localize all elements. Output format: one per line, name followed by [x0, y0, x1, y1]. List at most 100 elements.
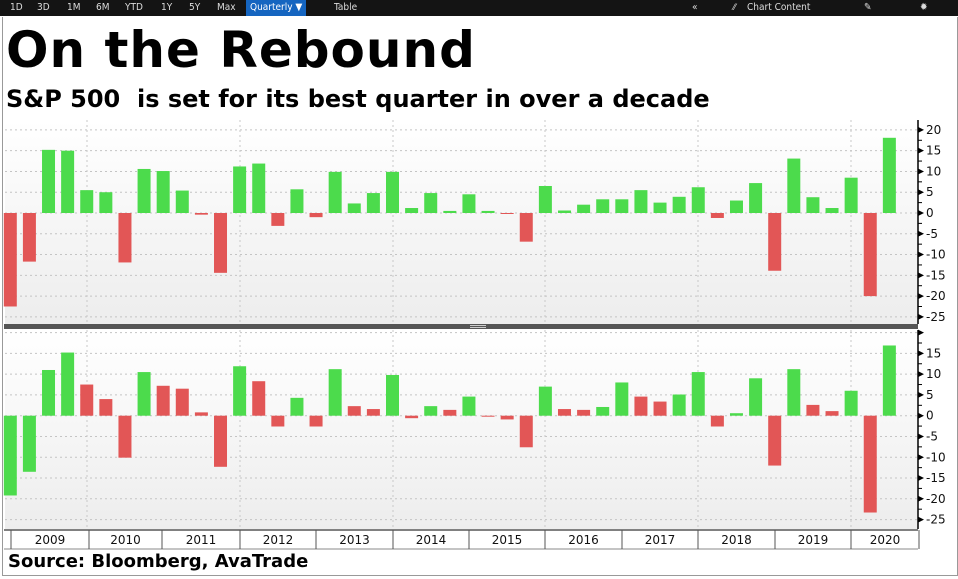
- bar-0-29: [557, 210, 571, 213]
- y-tick-label: -10: [926, 248, 946, 262]
- bar-0-22: [424, 193, 438, 213]
- bar-0-38: [729, 200, 743, 213]
- tick-marker: [918, 168, 924, 175]
- bar-1-12: [233, 366, 247, 416]
- bar-0-36: [691, 187, 705, 213]
- source-note: Source: Bloomberg, AvaTrade: [8, 551, 309, 572]
- bar-1-37: [710, 415, 724, 427]
- bar-1-8: [156, 385, 170, 416]
- bar-1-42: [806, 404, 820, 416]
- y-tick-label: 15: [926, 346, 941, 360]
- range-6m-button[interactable]: 6M: [96, 2, 110, 13]
- x-tick-label-2012: 2012: [263, 533, 294, 547]
- bar-0-23: [443, 210, 457, 213]
- bar-1-31: [596, 406, 610, 416]
- table-button[interactable]: Table: [334, 2, 358, 13]
- range-3d-button[interactable]: 3D: [37, 2, 50, 13]
- y-tick-label: 0: [926, 206, 934, 220]
- bar-0-3: [61, 150, 75, 213]
- bar-1-24: [462, 396, 476, 416]
- gear-icon[interactable]: ✹: [920, 2, 928, 13]
- tick-marker: [918, 126, 924, 133]
- bar-1-29: [557, 409, 571, 416]
- x-tick-label-2016: 2016: [568, 533, 599, 547]
- tick-marker: [918, 230, 924, 237]
- bar-1-22: [424, 406, 438, 416]
- bar-0-34: [653, 202, 667, 213]
- bar-1-9: [175, 388, 189, 416]
- bar-0-39: [749, 183, 763, 213]
- bar-0-26: [500, 213, 514, 214]
- bar-0-9: [175, 190, 189, 213]
- x-tick-label-2017: 2017: [645, 533, 676, 547]
- bar-1-41: [787, 369, 801, 416]
- bar-0-21: [405, 208, 419, 213]
- tick-marker: [918, 371, 924, 378]
- bar-0-27: [519, 213, 533, 242]
- bar-1-25: [481, 415, 495, 417]
- plot-area-0: [5, 120, 918, 324]
- bar-1-44: [844, 390, 858, 416]
- tick-marker: [918, 147, 924, 154]
- chart-content-icon: ⁄⁄: [733, 3, 736, 13]
- bar-0-1: [22, 213, 36, 262]
- bar-0-14: [271, 213, 285, 226]
- tick-marker: [918, 293, 924, 300]
- collapse-button[interactable]: «: [692, 2, 698, 13]
- bar-1-46: [882, 345, 896, 416]
- y-tick-label: 5: [926, 185, 934, 199]
- range-ytd-button[interactable]: YTD: [125, 2, 143, 13]
- tick-marker: [918, 516, 924, 523]
- bar-1-35: [672, 394, 686, 416]
- x-tick-label-2014: 2014: [416, 533, 447, 547]
- bar-0-32: [615, 199, 629, 213]
- bar-1-45: [863, 415, 877, 513]
- y-tick-label: -5: [926, 227, 938, 241]
- chart-title: On the Rebound: [6, 21, 476, 79]
- bar-0-30: [577, 204, 591, 213]
- period-dropdown[interactable]: Quarterly ▼: [246, 0, 307, 16]
- x-tick-label-2009: 2009: [35, 533, 66, 547]
- bar-1-28: [538, 386, 552, 416]
- bar-0-17: [328, 171, 342, 213]
- bar-1-40: [768, 415, 782, 466]
- y-tick-label: 15: [926, 144, 941, 158]
- pencil-icon[interactable]: ✎: [864, 2, 872, 13]
- bar-0-16: [309, 213, 323, 218]
- bar-0-40: [768, 213, 782, 271]
- bar-0-2: [42, 149, 56, 213]
- y-tick-label: 5: [926, 388, 934, 402]
- bar-0-20: [386, 171, 399, 213]
- bar-1-2: [42, 369, 56, 416]
- bar-1-0: [3, 415, 17, 496]
- bar-1-3: [61, 352, 75, 416]
- range-1y-button[interactable]: 1Y: [161, 2, 173, 13]
- bar-1-30: [577, 409, 591, 416]
- plot-area-1: [5, 330, 918, 529]
- range-1m-button[interactable]: 1M: [67, 2, 81, 13]
- bar-1-19: [366, 409, 380, 416]
- bar-0-10: [194, 213, 208, 215]
- tick-marker: [918, 210, 924, 216]
- range-1d-button[interactable]: 1D: [10, 2, 23, 13]
- range-5y-button[interactable]: 5Y: [189, 2, 201, 13]
- x-tick-label-2011: 2011: [186, 533, 217, 547]
- range-max-button[interactable]: Max: [217, 2, 236, 13]
- chart-content-button[interactable]: Chart Content: [747, 2, 811, 13]
- bar-1-21: [405, 415, 419, 419]
- bar-1-5: [99, 399, 113, 416]
- tick-marker: [918, 495, 924, 502]
- bar-0-25: [481, 210, 495, 213]
- y-tick-label: 10: [926, 164, 941, 178]
- bar-1-6: [118, 415, 132, 458]
- y-tick-label: -10: [926, 450, 946, 464]
- y-tick-label: -15: [926, 471, 946, 485]
- bar-1-32: [615, 382, 629, 416]
- bar-1-33: [634, 396, 648, 416]
- bar-0-15: [290, 189, 304, 213]
- chart-toolbar: 1D 3D 1M 6M YTD 1Y 5Y Max Quarterly ▼ Ta…: [0, 0, 958, 16]
- panel-divider: [4, 324, 918, 329]
- bar-1-38: [729, 413, 743, 416]
- bar-0-5: [99, 192, 113, 213]
